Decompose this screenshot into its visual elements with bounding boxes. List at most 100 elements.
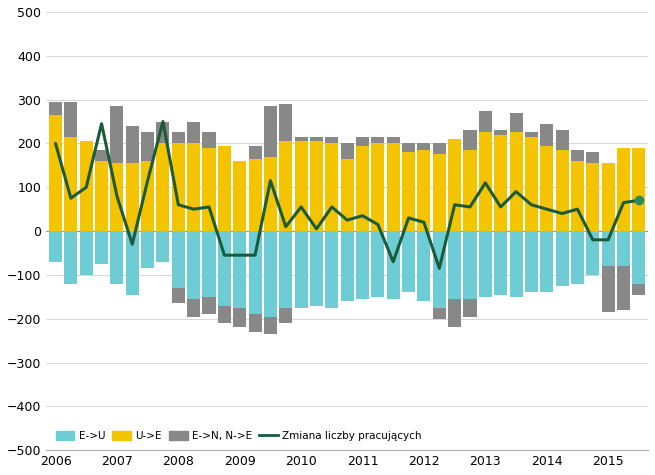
Bar xyxy=(386,137,400,143)
Bar xyxy=(80,141,93,231)
Bar xyxy=(141,231,154,268)
Bar xyxy=(49,102,62,115)
Bar xyxy=(172,143,185,231)
Bar xyxy=(264,157,277,231)
Bar xyxy=(157,122,170,143)
Bar xyxy=(95,231,108,264)
Bar xyxy=(233,308,246,327)
Bar xyxy=(540,231,553,293)
Bar xyxy=(356,231,369,299)
Bar xyxy=(617,266,630,310)
Bar xyxy=(111,163,123,231)
Bar xyxy=(202,148,215,231)
Bar xyxy=(64,102,77,137)
Bar xyxy=(49,231,62,262)
Bar xyxy=(295,137,308,141)
Bar xyxy=(310,137,323,141)
Bar xyxy=(279,141,292,231)
Bar xyxy=(371,143,384,231)
Bar xyxy=(586,163,599,231)
Bar xyxy=(356,146,369,231)
Bar xyxy=(402,143,415,152)
Bar xyxy=(202,297,215,314)
Bar xyxy=(187,143,200,231)
Bar xyxy=(172,231,185,288)
Bar xyxy=(64,137,77,231)
Bar xyxy=(464,299,476,316)
Bar xyxy=(264,231,277,316)
Bar xyxy=(264,316,277,334)
Bar xyxy=(95,150,108,161)
Bar xyxy=(494,134,507,231)
Bar xyxy=(525,231,538,293)
Bar xyxy=(187,231,200,299)
Bar xyxy=(310,231,323,305)
Bar xyxy=(279,231,292,308)
Bar xyxy=(510,113,523,133)
Bar xyxy=(279,308,292,323)
Bar xyxy=(525,133,538,137)
Bar xyxy=(617,148,630,231)
Bar xyxy=(248,159,261,231)
Bar xyxy=(510,231,523,297)
Bar xyxy=(479,111,492,133)
Bar xyxy=(433,154,446,231)
Bar xyxy=(510,133,523,231)
Bar xyxy=(602,266,614,312)
Bar xyxy=(157,231,170,262)
Bar xyxy=(464,231,476,299)
Bar xyxy=(233,231,246,308)
Bar xyxy=(157,143,170,231)
Bar xyxy=(617,231,630,266)
Bar xyxy=(341,143,354,159)
Bar xyxy=(371,231,384,297)
Bar xyxy=(80,231,93,275)
Bar xyxy=(326,143,339,231)
Bar xyxy=(111,231,123,284)
Bar xyxy=(479,133,492,231)
Bar xyxy=(49,115,62,231)
Bar xyxy=(356,137,369,146)
Bar xyxy=(555,130,569,150)
Bar xyxy=(295,231,308,308)
Bar xyxy=(264,106,277,157)
Bar xyxy=(402,152,415,231)
Bar xyxy=(141,133,154,161)
Bar xyxy=(218,146,231,231)
Bar xyxy=(464,130,476,150)
Bar xyxy=(433,308,446,319)
Bar xyxy=(295,141,308,231)
Bar xyxy=(218,305,231,323)
Bar xyxy=(310,141,323,231)
Bar xyxy=(141,161,154,231)
Bar xyxy=(218,231,231,305)
Bar xyxy=(448,299,461,327)
Bar xyxy=(371,137,384,143)
Bar xyxy=(448,231,461,299)
Bar xyxy=(386,143,400,231)
Bar xyxy=(571,231,584,284)
Bar xyxy=(494,231,507,294)
Bar xyxy=(326,137,339,143)
Bar xyxy=(464,150,476,231)
Bar xyxy=(202,231,215,297)
Bar xyxy=(525,137,538,231)
Bar xyxy=(632,231,645,284)
Bar xyxy=(248,146,261,159)
Bar xyxy=(540,146,553,231)
Bar xyxy=(540,124,553,146)
Bar xyxy=(326,231,339,308)
Bar xyxy=(571,150,584,161)
Bar xyxy=(233,161,246,231)
Bar xyxy=(602,163,614,231)
Bar xyxy=(494,130,507,134)
Bar xyxy=(341,159,354,231)
Bar xyxy=(64,231,77,284)
Bar xyxy=(172,133,185,143)
Bar xyxy=(402,231,415,293)
Bar xyxy=(111,106,123,163)
Bar xyxy=(586,152,599,163)
Legend: E->U, U->E, E->N, N->E, Zmiana liczby pracujących: E->U, U->E, E->N, N->E, Zmiana liczby pr… xyxy=(52,427,426,445)
Bar xyxy=(126,231,139,294)
Bar xyxy=(417,143,430,150)
